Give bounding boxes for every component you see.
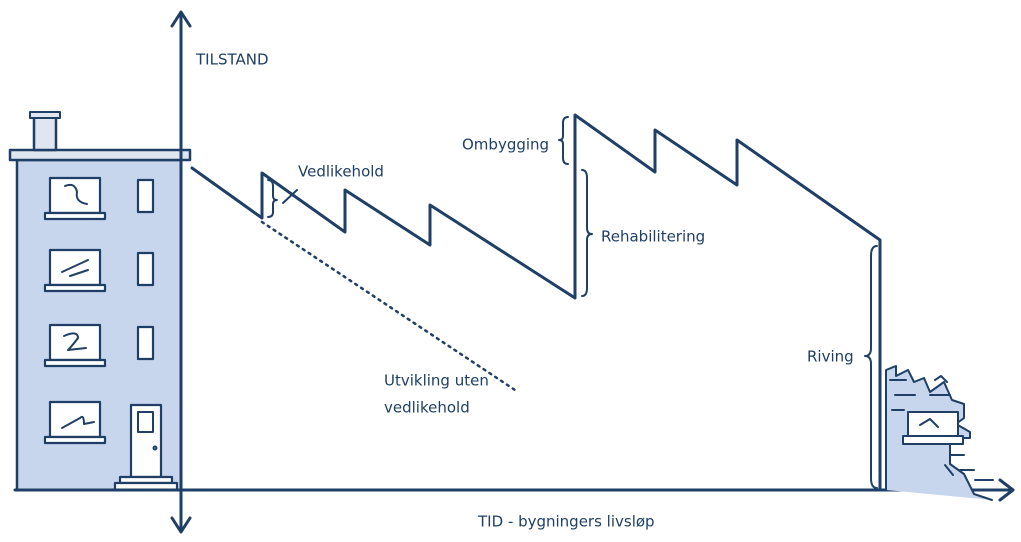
rubble: [886, 366, 993, 500]
diagram: TILSTAND TID - bygningers livsløp Vedlik…: [0, 0, 1021, 542]
demolition-label: Riving: [807, 348, 854, 366]
y-axis-label: TILSTAND: [195, 51, 269, 69]
conversion-label: Ombygging: [462, 136, 549, 154]
condition-curve: [192, 115, 880, 490]
maintenance-label: Vedlikehold: [298, 163, 384, 181]
x-axis-label: TID - bygningers livsløp: [477, 513, 655, 531]
rehabilitation-label: Rehabilitering: [601, 228, 705, 246]
building: [10, 112, 190, 490]
no-maintenance-line: [262, 222, 515, 390]
no-maintenance-label: vedlikehold: [384, 399, 470, 417]
no-maintenance-label: Utvikling uten: [384, 372, 489, 390]
